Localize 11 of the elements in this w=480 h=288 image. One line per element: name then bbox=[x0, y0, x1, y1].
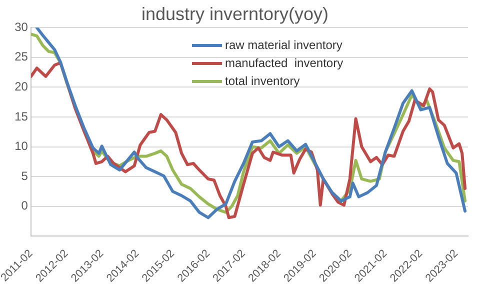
y-tick-label: 15 bbox=[14, 109, 28, 124]
legend-label: raw material inventory bbox=[225, 38, 342, 52]
y-tick-label: 20 bbox=[14, 79, 28, 94]
y-tick-label: 0 bbox=[21, 198, 28, 213]
y-tick-label: 25 bbox=[14, 50, 28, 64]
chart-title: industry inverntory(yoy) bbox=[141, 4, 329, 24]
y-tick-label: 5 bbox=[21, 168, 28, 183]
y-tick-label: 30 bbox=[14, 20, 28, 34]
y-tick-label: 10 bbox=[14, 139, 28, 154]
legend-label: total inventory bbox=[225, 74, 300, 88]
legend-label: manufacted inventory bbox=[225, 56, 344, 70]
